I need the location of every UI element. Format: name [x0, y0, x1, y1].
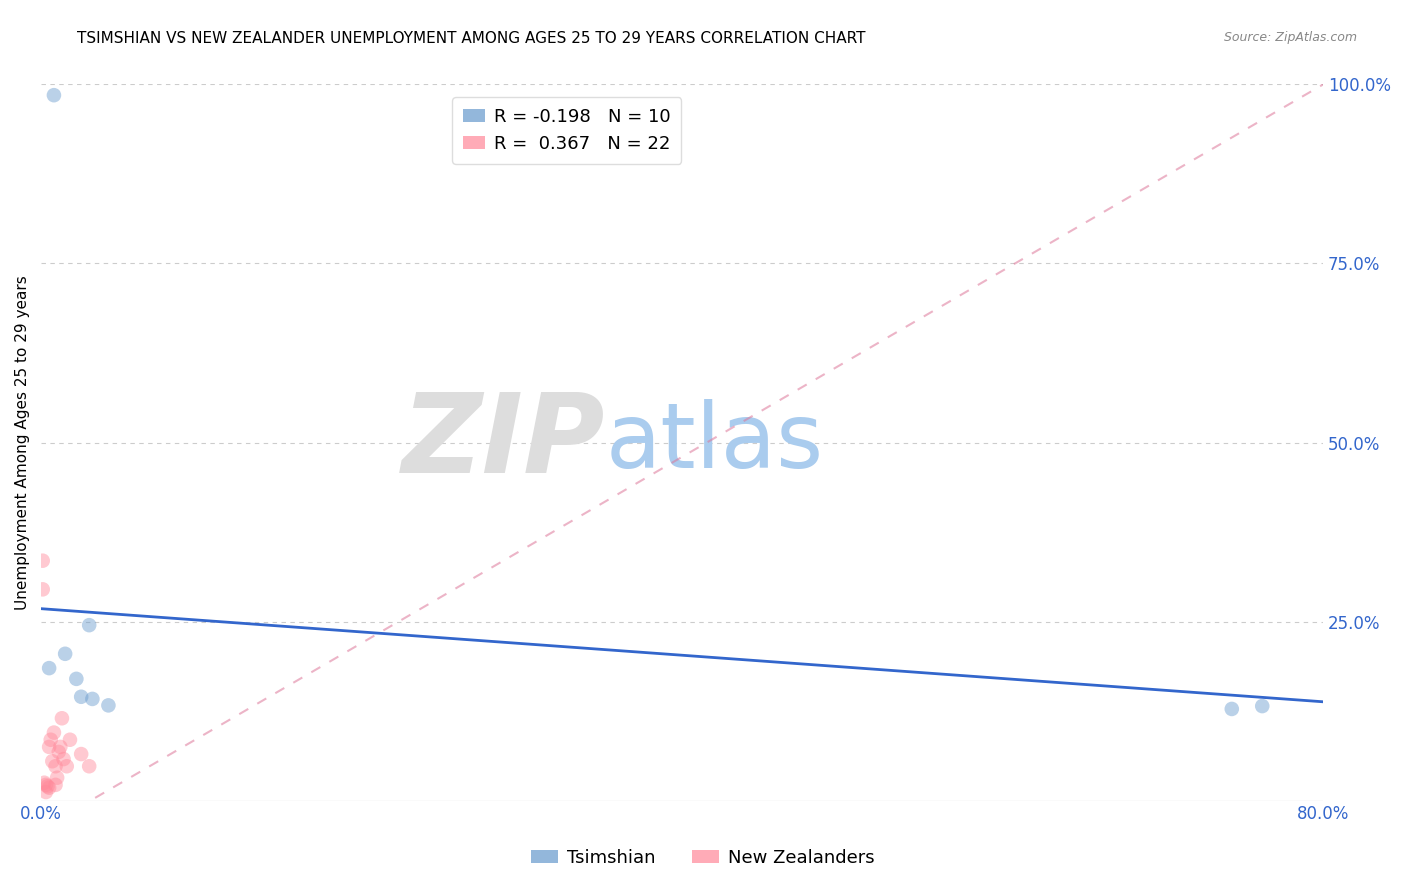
Legend: R = -0.198   N = 10, R =  0.367   N = 22: R = -0.198 N = 10, R = 0.367 N = 22 [453, 97, 682, 164]
Point [82, 692, 104, 706]
Point [41, 754, 63, 768]
Point [37, 779, 59, 793]
Point [31, 582, 53, 597]
Point [77, 618, 100, 632]
Point [31, 554, 53, 568]
Point [97, 698, 120, 713]
Point [38, 661, 60, 675]
Text: TSIMSHIAN VS NEW ZEALANDER UNEMPLOYMENT AMONG AGES 25 TO 29 YEARS CORRELATION CH: TSIMSHIAN VS NEW ZEALANDER UNEMPLOYMENT … [77, 31, 866, 46]
Text: ZIP: ZIP [402, 389, 605, 496]
Point [39, 732, 62, 747]
Point [42, 725, 65, 739]
Point [65, 672, 87, 686]
Point [1220, 702, 1243, 716]
Point [55, 759, 77, 773]
Text: Source: ZipAtlas.com: Source: ZipAtlas.com [1223, 31, 1357, 45]
Point [38, 739, 60, 754]
Legend: Tsimshian, New Zealanders: Tsimshian, New Zealanders [524, 842, 882, 874]
Point [70, 690, 93, 704]
Point [42, 88, 65, 103]
Point [53, 647, 76, 661]
Point [1251, 699, 1274, 714]
Point [44, 778, 66, 792]
Point [49, 739, 72, 754]
Point [77, 759, 100, 773]
Point [51, 711, 73, 725]
Point [48, 745, 70, 759]
Point [35, 785, 58, 799]
Point [35, 778, 58, 792]
Point [70, 747, 93, 761]
Text: atlas: atlas [605, 399, 824, 486]
Point [34, 775, 56, 789]
Point [38, 780, 60, 795]
Y-axis label: Unemployment Among Ages 25 to 29 years: Unemployment Among Ages 25 to 29 years [15, 275, 30, 610]
Point [44, 759, 66, 773]
Point [52, 752, 75, 766]
Point [59, 732, 82, 747]
Point [46, 771, 69, 785]
